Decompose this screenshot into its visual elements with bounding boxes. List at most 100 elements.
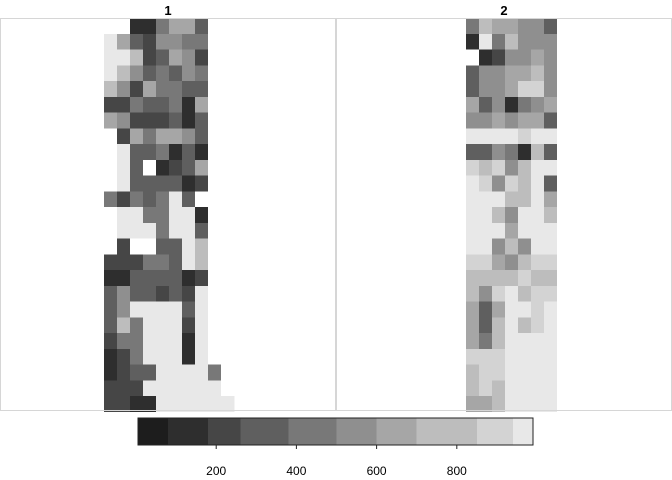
heatmap-cell (505, 301, 519, 318)
heatmap-cell (505, 254, 519, 271)
heatmap-cell (557, 238, 571, 255)
colorbar-tick-label: 800 (447, 464, 467, 478)
heatmap-cell (531, 348, 545, 365)
heatmap-cell (505, 380, 519, 397)
heatmap-cell (544, 317, 558, 334)
heatmap-cell (531, 254, 545, 271)
heatmap-cell (466, 49, 480, 66)
heatmap-cell (156, 301, 170, 318)
heatmap-cell (208, 65, 222, 82)
heatmap-cell (505, 348, 519, 365)
heatmap-cell (518, 222, 532, 239)
heatmap-cell (544, 301, 558, 318)
heatmap-cell (156, 81, 170, 98)
heatmap-cell (221, 65, 235, 82)
heatmap-cell (117, 396, 131, 413)
heatmap-cell (531, 18, 545, 35)
heatmap-cell (156, 65, 170, 82)
heatmap-cell (169, 285, 183, 302)
heatmap-cell (169, 33, 183, 50)
heatmap-cell (156, 49, 170, 66)
heatmap-cell (169, 396, 183, 413)
heatmap-cell (143, 396, 157, 413)
heatmap-cell (518, 128, 532, 145)
heatmap-cell (466, 175, 480, 192)
heatmap-cell (479, 33, 493, 50)
heatmap-cell (466, 112, 480, 129)
heatmap-cell (492, 207, 506, 224)
colorbar-segment (512, 418, 534, 445)
heatmap-cell (453, 112, 467, 129)
heatmap-cell (104, 159, 118, 176)
heatmap-cell (531, 65, 545, 82)
heatmap-cell (169, 65, 183, 82)
heatmap-cell (440, 222, 454, 239)
heatmap-cell (466, 317, 480, 334)
heatmap-cell (130, 128, 144, 145)
heatmap-cell (130, 112, 144, 129)
heatmap-cell (208, 49, 222, 66)
heatmap-cell (117, 364, 131, 381)
heatmap-cell (182, 96, 196, 113)
heatmap-cell (479, 396, 493, 413)
heatmap-cell (557, 175, 571, 192)
heatmap-cell (117, 112, 131, 129)
heatmap-cell (492, 285, 506, 302)
heatmap-cell (156, 396, 170, 413)
heatmap-cell (130, 191, 144, 208)
heatmap-cell (169, 317, 183, 334)
heatmap-cell (453, 348, 467, 365)
heatmap-cell (440, 270, 454, 287)
heatmap-cell (221, 270, 235, 287)
heatmap-cell (143, 191, 157, 208)
heatmap-cell (169, 128, 183, 145)
colorbar-segments (138, 418, 534, 445)
heatmap-cell (221, 222, 235, 239)
heatmap-cell (195, 333, 209, 350)
heatmap-cell (104, 18, 118, 35)
heatmap-cell (479, 207, 493, 224)
heatmap-cell (169, 222, 183, 239)
heatmap-cell (130, 364, 144, 381)
heatmap-cell (557, 254, 571, 271)
heatmap-cell (221, 333, 235, 350)
heatmap-cell (479, 348, 493, 365)
heatmap-cell (208, 285, 222, 302)
heatmap-cell (104, 49, 118, 66)
heatmap-cell (557, 128, 571, 145)
heatmap-cell (182, 81, 196, 98)
heatmap-cell (104, 222, 118, 239)
heatmap-cell (544, 380, 558, 397)
heatmap-cell (505, 81, 519, 98)
heatmap-cell (492, 222, 506, 239)
heatmap-cell (195, 65, 209, 82)
heatmap-cell (208, 175, 222, 192)
heatmap-cell (195, 112, 209, 129)
heatmap-cell (221, 18, 235, 35)
heatmap-cell (117, 128, 131, 145)
heatmap-cell (453, 333, 467, 350)
heatmap-cell (518, 144, 532, 161)
heatmap-cell (557, 81, 571, 98)
heatmap-cell (466, 364, 480, 381)
heatmap-cell (479, 65, 493, 82)
heatmap-cell (104, 364, 118, 381)
heatmap-cell (117, 18, 131, 35)
heatmap-cell (143, 207, 157, 224)
heatmap-cell (544, 144, 558, 161)
heatmap-cell (505, 112, 519, 129)
heatmap-cell (130, 144, 144, 161)
heatmap-cell (440, 175, 454, 192)
heatmap-cell (195, 222, 209, 239)
heatmap-cell (544, 33, 558, 50)
heatmap-cell (544, 285, 558, 302)
heatmap-cell (104, 333, 118, 350)
heatmap-cell (466, 270, 480, 287)
heatmap-cell (466, 144, 480, 161)
heatmap-cell (169, 348, 183, 365)
heatmap-cell (104, 270, 118, 287)
heatmap-cell (544, 333, 558, 350)
heatmap-cell (104, 175, 118, 192)
heatmap-cell (182, 270, 196, 287)
heatmap-cell (156, 333, 170, 350)
